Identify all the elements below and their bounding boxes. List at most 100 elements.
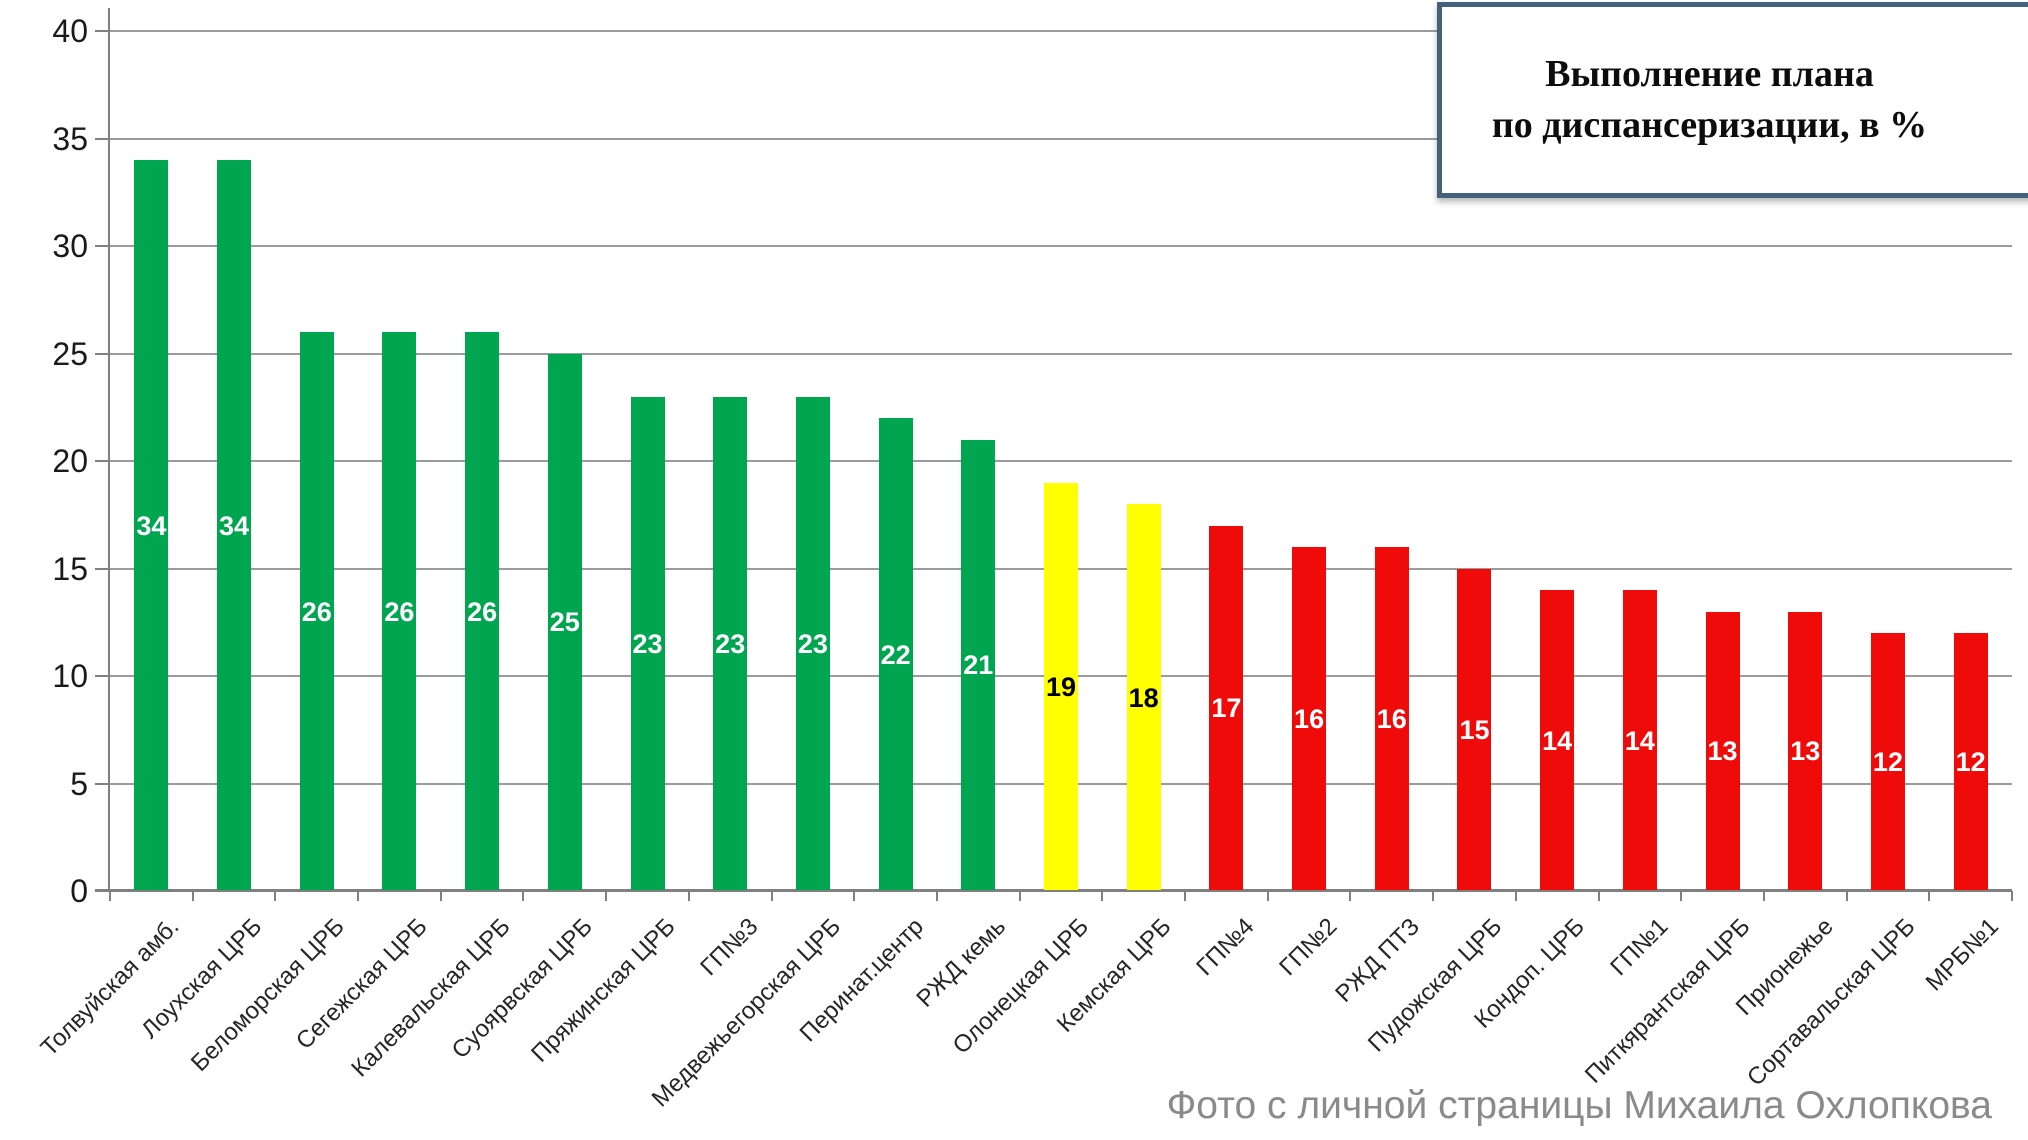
bar-value-label: 16	[1294, 704, 1325, 734]
y-axis-tick-label: 5	[70, 765, 88, 802]
bar-Сегежская ЦРБ	[382, 332, 417, 890]
x-axis-tick	[1845, 891, 1848, 901]
bar-value-label: 12	[1955, 747, 1986, 777]
bar-value-label: 23	[715, 628, 746, 659]
bar-value-label: 19	[1045, 671, 1077, 702]
x-axis-tick	[274, 891, 277, 901]
bar-Беломорская ЦРБ	[299, 332, 334, 890]
x-axis-tick	[522, 891, 525, 901]
bar-РЖД ПТЗ	[1374, 547, 1409, 890]
category-label: МРБ№1	[1920, 913, 2004, 997]
bar-value-label: 17	[1211, 693, 1242, 724]
bar-Лоухская ЦРБ	[217, 160, 252, 890]
y-axis-tick	[95, 675, 110, 677]
bar-value-label: 14	[1624, 725, 1655, 756]
bar-value-label: 25	[549, 607, 580, 638]
bar-value-label: 26	[384, 596, 415, 627]
bar-Кондоп. ЦРБ	[1540, 590, 1575, 890]
y-axis-tick	[95, 460, 110, 462]
bar-value-label: 12	[1872, 747, 1903, 777]
y-axis-line	[108, 8, 110, 891]
x-axis-tick	[1762, 891, 1765, 901]
y-axis-tick-label: 10	[52, 658, 88, 694]
y-axis-tick-label: 15	[52, 550, 88, 587]
x-axis-tick	[109, 891, 111, 901]
x-axis-tick	[2011, 891, 2013, 901]
x-axis-tick	[1018, 891, 1021, 901]
y-axis-tick-label: 25	[52, 335, 88, 372]
bar-Прионежье	[1788, 611, 1823, 890]
y-axis-tick-label: 0	[70, 873, 88, 909]
bar-value-label: 18	[1128, 682, 1159, 713]
bar-value-label: 34	[219, 510, 250, 541]
x-axis-tick	[605, 891, 608, 901]
y-axis-tick-label: 40	[52, 13, 88, 49]
gridline	[110, 30, 2012, 32]
bar-value-label: 21	[963, 650, 994, 681]
bar-value-label: 26	[301, 596, 332, 627]
bar-Кемская ЦРБ	[1126, 504, 1161, 890]
bar-value-label: 23	[632, 628, 663, 659]
category-label: ГП№1	[1604, 913, 1673, 982]
gridline	[110, 460, 2012, 462]
y-axis-tick	[95, 567, 110, 570]
x-axis-tick	[1349, 891, 1352, 901]
bar-value-label: 15	[1459, 714, 1490, 745]
bar-Суоярвская ЦРБ	[547, 353, 582, 890]
chart-title-line1: Выполнение плана	[1545, 52, 1874, 95]
y-axis-tick	[95, 30, 110, 32]
x-axis-tick	[1597, 891, 1600, 901]
photo-credit-caption: Фото с личной страницы Михаила Охлопкова	[1166, 1084, 1992, 1127]
bar-value-label: 26	[467, 596, 498, 627]
bar-ГП№2	[1292, 547, 1327, 890]
x-axis-tick	[853, 891, 856, 901]
gridline	[110, 137, 2012, 140]
gridline	[110, 352, 2012, 355]
category-label: Беломорская ЦРБ	[186, 913, 350, 1077]
x-axis-tick	[357, 891, 360, 901]
bar-value-label: 34	[136, 510, 167, 541]
bar-ГП№4	[1209, 525, 1244, 890]
x-axis-tick	[1432, 891, 1435, 901]
x-axis-line	[95, 889, 2012, 892]
x-axis-tick	[1680, 891, 1683, 901]
y-axis-tick-label: 20	[52, 443, 88, 479]
chart-title-box: Выполнение плана по диспансеризации, в %	[1437, 2, 2028, 198]
gridline	[110, 245, 2012, 247]
y-axis-tick	[95, 352, 110, 355]
x-axis-tick	[770, 891, 773, 901]
category-label: ГП№4	[1191, 913, 1260, 982]
bar-РЖД кемь	[961, 439, 996, 890]
bar-value-label: 16	[1376, 704, 1407, 734]
bar-Пряжинская ЦРБ	[630, 396, 665, 890]
bar-Пудожская ЦРБ	[1457, 568, 1492, 890]
x-axis-tick	[1928, 891, 1931, 901]
y-axis-tick	[95, 245, 110, 247]
category-label: Пряжинская ЦРБ	[526, 913, 681, 1068]
y-axis-tick-label: 35	[52, 120, 88, 157]
chart-title-line2: по диспансеризации, в %	[1491, 104, 1928, 146]
bar-value-label: 22	[880, 639, 911, 670]
x-axis-tick	[191, 891, 194, 901]
bar-value-label: 13	[1790, 736, 1821, 767]
category-label: Суоярвская ЦРБ	[446, 913, 598, 1065]
x-axis-tick	[1101, 891, 1104, 901]
bar-Перинат.центр	[878, 418, 913, 890]
bar-Калевальская ЦРБ	[465, 332, 500, 890]
bar-value-label: 23	[797, 628, 828, 659]
bar-Толвуйская амб.	[134, 160, 169, 890]
category-label: Калевальская ЦРБ	[345, 913, 516, 1083]
bar-ГП№1	[1622, 590, 1657, 890]
bar-Сортавальская ЦРБ	[1870, 633, 1905, 890]
y-axis-tick	[95, 782, 110, 785]
category-label: Толвуйская амб.	[35, 913, 185, 1062]
bar-МРБ№1	[1953, 633, 1988, 890]
x-axis-tick	[1266, 891, 1269, 901]
bar-value-label: 14	[1542, 725, 1573, 756]
x-axis-tick	[687, 891, 690, 901]
chart-title: Выполнение плана по диспансеризации, в %	[1492, 49, 1987, 152]
bar-Медвежьегорская ЦРБ	[795, 396, 830, 890]
y-axis-tick	[95, 137, 110, 140]
x-axis-tick	[439, 891, 442, 901]
